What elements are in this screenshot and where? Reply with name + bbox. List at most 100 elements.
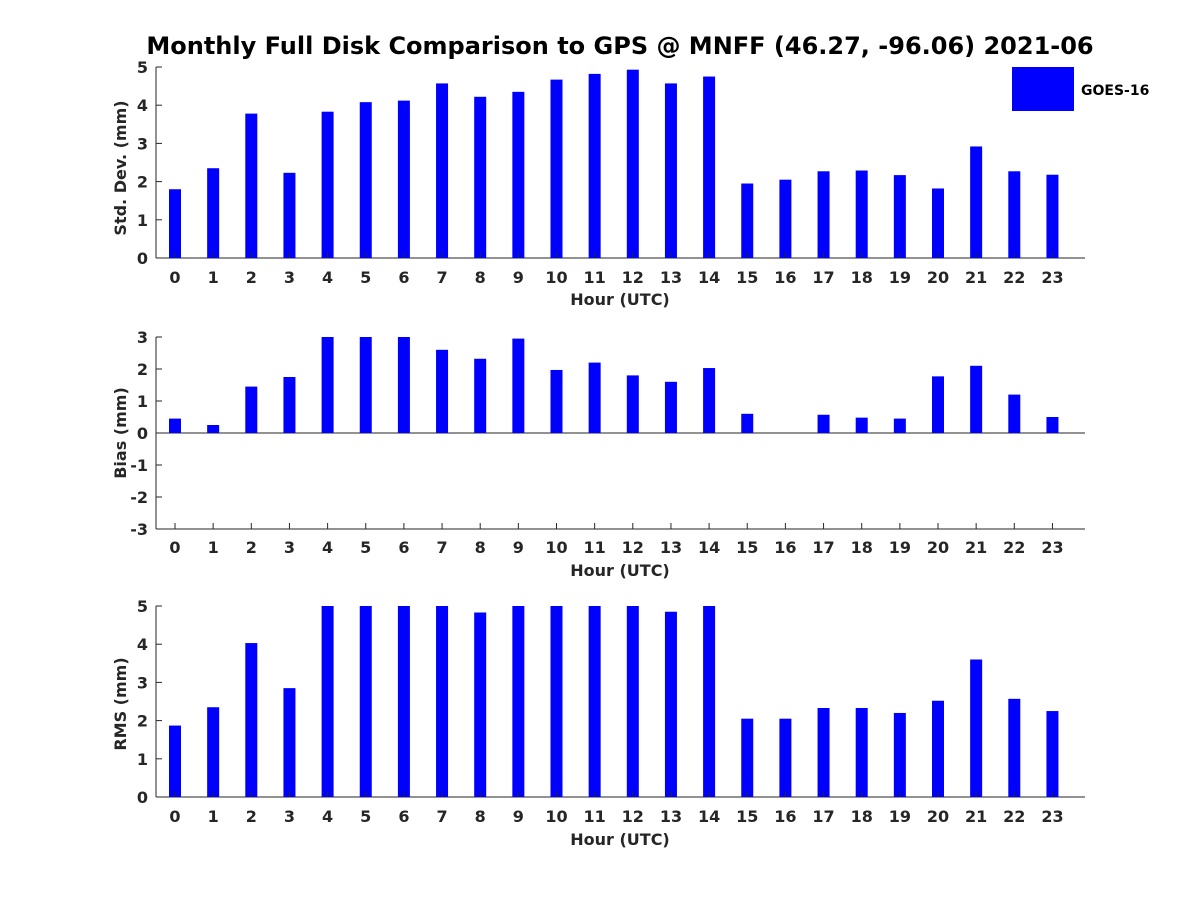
bar-rms-mm-hour-4 [321, 606, 334, 797]
x-tick-label: 8 [475, 538, 486, 557]
bar-std-dev-mm-hour-19 [893, 175, 906, 258]
x-tick-label: 2 [246, 268, 257, 287]
x-tick-label: 15 [736, 268, 758, 287]
bar-rms-mm-hour-21 [970, 659, 983, 797]
y-axis-label: Std. Dev. (mm) [111, 100, 130, 235]
bar-std-dev-mm-hour-9 [512, 91, 525, 258]
x-tick-label: 10 [545, 807, 567, 826]
bar-bias-mm-hour-0 [169, 418, 181, 433]
x-tick-label: 23 [1041, 807, 1063, 826]
x-tick-label: 18 [851, 538, 873, 557]
y-tick-label: 0 [137, 424, 148, 443]
bar-bias-mm-hour-12 [626, 375, 639, 433]
x-tick-label: 12 [622, 268, 644, 287]
bar-bias-mm-hour-5 [359, 337, 372, 433]
bar-rms-mm-hour-6 [397, 606, 410, 797]
bar-rms-mm-hour-12 [626, 606, 639, 797]
x-tick-label: 10 [545, 268, 567, 287]
bar-bias-mm-hour-21 [970, 365, 983, 433]
bar-std-dev-mm-hour-17 [817, 171, 830, 258]
bar-rms-mm-hour-10 [550, 606, 563, 797]
x-tick-label: 6 [398, 268, 409, 287]
bar-rms-mm-hour-1 [207, 707, 220, 797]
bar-std-dev-mm-hour-15 [741, 183, 754, 258]
x-tick-label: 0 [169, 538, 180, 557]
legend-swatch-goes-16 [1012, 67, 1074, 111]
x-tick-label: 21 [965, 538, 987, 557]
x-tick-label: 12 [622, 538, 644, 557]
bar-bias-mm-hour-13 [664, 381, 677, 433]
x-tick-label: 14 [698, 807, 720, 826]
y-tick-label: 0 [137, 249, 148, 268]
bar-rms-mm-hour-22 [1008, 698, 1021, 797]
bar-std-dev-mm-hour-12 [626, 69, 639, 258]
bar-std-dev-mm-hour-22 [1008, 171, 1021, 258]
x-tick-label: 14 [698, 538, 720, 557]
bar-bias-mm-hour-19 [893, 418, 906, 433]
x-tick-label: 23 [1041, 538, 1063, 557]
x-tick-label: 12 [622, 807, 644, 826]
bar-bias-mm-hour-10 [550, 369, 563, 433]
bar-std-dev-mm-hour-10 [550, 79, 563, 258]
x-tick-label: 21 [965, 807, 987, 826]
x-tick-label: 21 [965, 268, 987, 287]
x-tick-label: 15 [736, 807, 758, 826]
x-tick-label: 19 [889, 538, 911, 557]
y-tick-label: 3 [137, 673, 148, 692]
y-tick-label: 4 [137, 96, 148, 115]
x-tick-label: 5 [360, 538, 371, 557]
x-tick-label: 20 [927, 538, 949, 557]
x-tick-label: 11 [584, 807, 606, 826]
x-tick-label: 15 [736, 538, 758, 557]
bar-bias-mm-hour-22 [1008, 394, 1021, 433]
y-tick-label: 3 [137, 134, 148, 153]
bar-std-dev-mm-hour-16 [779, 179, 792, 258]
y-tick-label: 4 [137, 635, 148, 654]
bar-bias-mm-hour-15 [741, 413, 754, 433]
x-tick-label: 4 [322, 268, 333, 287]
y-tick-label: 0 [137, 788, 148, 807]
x-tick-label: 17 [812, 807, 834, 826]
bar-bias-mm-hour-9 [512, 338, 525, 433]
bar-rms-mm-hour-16 [779, 718, 792, 797]
x-tick-label: 4 [322, 538, 333, 557]
x-tick-label: 1 [208, 538, 219, 557]
bar-std-dev-mm-hour-0 [169, 189, 181, 258]
x-tick-label: 1 [208, 807, 219, 826]
x-tick-label: 19 [889, 268, 911, 287]
y-tick-label: 2 [137, 173, 148, 192]
bar-std-dev-mm-hour-23 [1046, 174, 1059, 258]
bar-bias-mm-hour-8 [474, 358, 487, 433]
x-tick-label: 11 [584, 268, 606, 287]
x-tick-label: 1 [208, 268, 219, 287]
x-tick-label: 22 [1003, 268, 1025, 287]
chart-title: Monthly Full Disk Comparison to GPS @ MN… [146, 32, 1093, 60]
bar-rms-mm-hour-2 [245, 643, 258, 797]
bar-rms-mm-hour-19 [893, 712, 906, 797]
x-tick-label: 3 [284, 268, 295, 287]
x-tick-label: 18 [851, 807, 873, 826]
x-tick-label: 5 [360, 807, 371, 826]
bar-rms-mm-hour-20 [932, 700, 944, 797]
x-tick-label: 17 [812, 538, 834, 557]
bar-std-dev-mm-hour-7 [436, 83, 449, 259]
x-tick-label: 23 [1041, 268, 1063, 287]
y-axis-label: Bias (mm) [111, 387, 130, 479]
x-tick-label: 19 [889, 807, 911, 826]
bar-std-dev-mm-hour-13 [664, 83, 677, 259]
bar-bias-mm-hour-17 [817, 414, 830, 433]
x-tick-label: 2 [246, 807, 257, 826]
x-tick-label: 9 [513, 538, 524, 557]
x-tick-label: 16 [774, 268, 796, 287]
x-tick-label: 8 [475, 268, 486, 287]
bar-std-dev-mm-hour-14 [703, 76, 716, 258]
y-tick-label: -3 [130, 520, 148, 539]
x-tick-label: 2 [246, 538, 257, 557]
bar-bias-mm-hour-1 [207, 425, 220, 433]
bar-std-dev-mm-hour-20 [932, 188, 944, 258]
x-tick-label: 8 [475, 807, 486, 826]
x-tick-label: 9 [513, 268, 524, 287]
